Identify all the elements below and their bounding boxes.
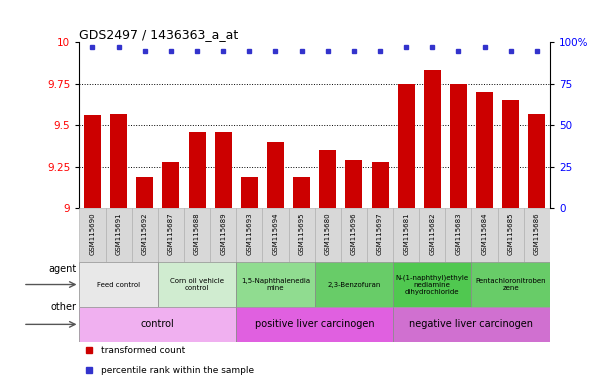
Bar (158, 208, 184, 262)
Text: GSM115695: GSM115695 (299, 212, 305, 255)
Bar (450, 84, 467, 208)
Text: agent: agent (48, 263, 76, 273)
Bar (345, 160, 362, 208)
Bar (367, 208, 393, 262)
Bar (341, 208, 367, 262)
Text: GDS2497 / 1436363_a_at: GDS2497 / 1436363_a_at (79, 28, 239, 41)
Bar (241, 177, 258, 208)
Bar (79, 307, 236, 342)
Bar (132, 208, 158, 262)
Bar (393, 262, 472, 307)
Text: GSM115681: GSM115681 (403, 212, 409, 255)
Bar (393, 307, 550, 342)
Bar (371, 162, 389, 208)
Bar (106, 208, 132, 262)
Text: GSM115682: GSM115682 (430, 212, 435, 255)
Text: GSM115686: GSM115686 (534, 212, 540, 255)
Text: N-(1-naphthyl)ethyle
nediamine
dihydrochloride: N-(1-naphthyl)ethyle nediamine dihydroch… (396, 274, 469, 295)
Bar (236, 262, 315, 307)
Text: negative liver carcinogen: negative liver carcinogen (409, 319, 533, 329)
Text: Feed control: Feed control (97, 281, 140, 288)
Bar (236, 307, 393, 342)
Bar (84, 115, 101, 208)
Text: GSM115685: GSM115685 (508, 212, 514, 255)
Text: percentile rank within the sample: percentile rank within the sample (101, 366, 254, 375)
Bar (236, 208, 262, 262)
Bar (472, 208, 497, 262)
Bar (315, 262, 393, 307)
Bar (110, 114, 127, 208)
Text: GSM115692: GSM115692 (142, 212, 148, 255)
Text: control: control (141, 319, 175, 329)
Bar (524, 208, 550, 262)
Text: transformed count: transformed count (101, 346, 185, 355)
Text: GSM115690: GSM115690 (89, 212, 95, 255)
Bar (262, 208, 288, 262)
Text: 2,3-Benzofuran: 2,3-Benzofuran (327, 281, 381, 288)
Bar (315, 208, 341, 262)
Text: GSM115696: GSM115696 (351, 212, 357, 255)
Bar (163, 162, 180, 208)
Bar (529, 114, 546, 208)
Text: Pentachloronitroben
zene: Pentachloronitroben zene (475, 278, 546, 291)
Bar (319, 150, 336, 208)
Text: Corn oil vehicle
control: Corn oil vehicle control (170, 278, 224, 291)
Bar (497, 208, 524, 262)
Text: GSM115693: GSM115693 (246, 212, 252, 255)
Bar (79, 208, 106, 262)
Bar (136, 177, 153, 208)
Bar (214, 132, 232, 208)
Bar (393, 208, 419, 262)
Bar (288, 208, 315, 262)
Bar (472, 262, 550, 307)
Text: positive liver carcinogen: positive liver carcinogen (255, 319, 375, 329)
Text: GSM115689: GSM115689 (220, 212, 226, 255)
Text: GSM115687: GSM115687 (168, 212, 174, 255)
Bar (189, 132, 205, 208)
Text: GSM115697: GSM115697 (377, 212, 383, 255)
Text: GSM115691: GSM115691 (115, 212, 122, 255)
Bar (445, 208, 472, 262)
Text: GSM115688: GSM115688 (194, 212, 200, 255)
Text: GSM115680: GSM115680 (324, 212, 331, 255)
Text: other: other (50, 302, 76, 312)
Bar (267, 142, 284, 208)
Bar (158, 262, 236, 307)
Bar (424, 70, 441, 208)
Bar (419, 208, 445, 262)
Bar (210, 208, 236, 262)
Text: 1,5-Naphthalenedia
mine: 1,5-Naphthalenedia mine (241, 278, 310, 291)
Bar (398, 84, 415, 208)
Text: GSM115683: GSM115683 (455, 212, 461, 255)
Bar (502, 100, 519, 208)
Bar (476, 92, 493, 208)
Bar (184, 208, 210, 262)
Text: GSM115694: GSM115694 (273, 212, 279, 255)
Text: GSM115684: GSM115684 (481, 212, 488, 255)
Bar (79, 262, 158, 307)
Bar (293, 177, 310, 208)
